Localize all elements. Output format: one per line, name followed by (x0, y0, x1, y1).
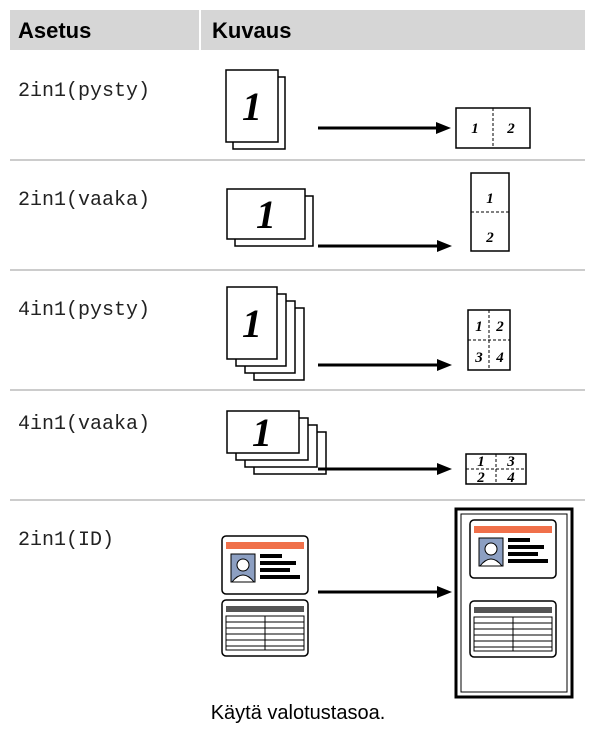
header-cell (201, 10, 585, 50)
page-number: 3 (506, 454, 515, 470)
illustration: 1 1 2 (225, 69, 531, 150)
page-number: 1 (486, 191, 494, 207)
page-number: 2 (485, 230, 494, 246)
illustration: 1 1 3 2 4 (226, 410, 527, 486)
header-cell (10, 10, 199, 50)
page-number: 1 (256, 192, 276, 237)
page-number: 1 (475, 319, 483, 335)
setting: 2in1(pysty) (18, 80, 150, 103)
setting: 2in1(ID) (18, 529, 114, 552)
setting: 4in1(pysty) (18, 299, 150, 322)
header-text: Asetus (18, 18, 91, 43)
setting: 2in1(vaaka) (18, 189, 150, 212)
page-number: 3 (474, 350, 483, 366)
illustration (221, 507, 574, 699)
page-number: 1 (252, 410, 272, 455)
page-number: 1 (242, 301, 262, 346)
page-number: 1 (477, 454, 485, 470)
page-number: 2 (506, 121, 515, 137)
illustration: 1 1 2 (226, 172, 510, 252)
page-number: 2 (476, 470, 485, 486)
page-number: 4 (506, 470, 515, 486)
page-number: 1 (242, 84, 262, 129)
row-separators (10, 159, 585, 501)
illustration: 1 1 2 3 4 (226, 286, 511, 381)
caption: Käytä valotustasoa. (211, 702, 386, 724)
page-number: 2 (495, 319, 504, 335)
header-text: Kuvaus (212, 18, 291, 43)
page-number: 1 (471, 121, 479, 137)
page-number: 4 (495, 350, 504, 366)
setting: 4in1(vaaka) (18, 413, 150, 436)
